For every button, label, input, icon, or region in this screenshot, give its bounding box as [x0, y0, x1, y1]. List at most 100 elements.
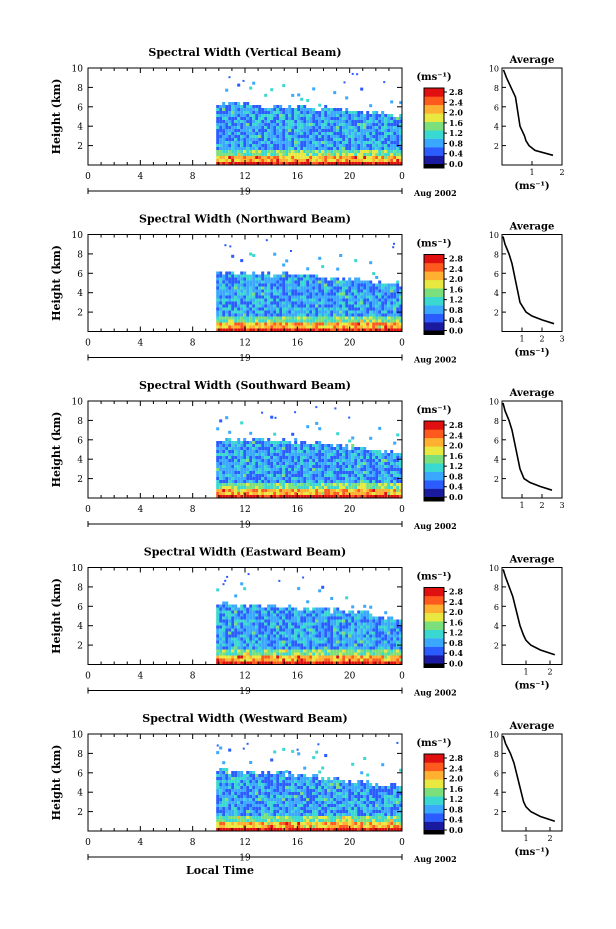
heatmap-cell	[273, 105, 277, 108]
heatmap-cell	[312, 147, 316, 150]
heatmap-cell	[342, 474, 346, 477]
heatmap-cell	[252, 274, 256, 278]
heatmap-cell	[285, 280, 289, 284]
heatmap-cell	[390, 655, 394, 659]
heatmap-cell	[315, 646, 319, 650]
heatmap-cell	[225, 283, 229, 287]
heatmap-cell	[378, 468, 382, 471]
heatmap-cell	[300, 144, 304, 147]
heatmap-cell	[312, 640, 316, 644]
heatmap-cell	[321, 322, 325, 326]
heatmap-cell	[255, 144, 259, 147]
heatmap-cell	[369, 153, 373, 156]
heatmap-cell	[276, 129, 280, 132]
heatmap-cell	[378, 135, 382, 138]
heatmap-cell	[333, 150, 337, 153]
heatmap-cell	[378, 646, 382, 650]
heatmap-cell	[357, 610, 361, 614]
heatmap-cell	[360, 319, 364, 323]
heatmap-cell	[222, 153, 226, 156]
heatmap-cell	[348, 132, 352, 135]
heatmap-cell	[390, 477, 394, 480]
x-tick-label: 4	[137, 505, 143, 515]
heatmap-cell	[318, 652, 322, 656]
heatmap-cell	[255, 138, 259, 141]
heatmap-cell	[369, 298, 373, 302]
heatmap-cell	[258, 283, 262, 287]
heatmap-cell	[390, 141, 394, 144]
heatmap-cell	[357, 450, 361, 453]
heatmap-cell	[249, 474, 253, 477]
heatmap-cell	[243, 295, 247, 299]
heatmap-cell	[246, 301, 250, 305]
heatmap-cell	[285, 477, 289, 480]
heatmap-cell	[267, 313, 271, 317]
heatmap-cell	[300, 450, 304, 453]
heatmap-cell	[228, 628, 232, 632]
heatmap-cell	[231, 289, 235, 293]
heatmap-cell	[336, 162, 340, 165]
heatmap-cell	[276, 661, 280, 665]
heatmap-cell	[300, 123, 304, 126]
heatmap-cell	[360, 310, 364, 314]
heatmap-cell	[255, 123, 259, 126]
heatmap-cell	[381, 477, 385, 480]
heatmap-cell	[291, 619, 295, 623]
heatmap-cell	[288, 447, 292, 450]
heatmap-cell	[387, 283, 391, 287]
heatmap-cell	[231, 150, 235, 153]
heatmap-cell	[312, 616, 316, 620]
average-y-tick-label: 4	[494, 123, 499, 132]
heatmap-cell	[333, 658, 337, 662]
heatmap-cell	[222, 126, 226, 129]
heatmap-cell	[288, 328, 292, 332]
heatmap-cell	[312, 286, 316, 290]
heatmap-cell	[339, 310, 343, 314]
heatmap-cell	[342, 631, 346, 635]
heatmap-cell	[306, 456, 310, 459]
heatmap-cell	[390, 637, 394, 641]
heatmap-cell	[342, 616, 346, 620]
heatmap-cell	[327, 453, 331, 456]
heatmap-cell	[312, 450, 316, 453]
heatmap-cell	[399, 150, 403, 153]
heatmap-cell	[378, 637, 382, 641]
heatmap-cell	[390, 114, 394, 117]
heatmap-cell	[357, 277, 361, 281]
heatmap-cell	[252, 658, 256, 662]
average-profile-line	[502, 402, 553, 491]
heatmap-cell	[378, 316, 382, 320]
heatmap-cell	[327, 643, 331, 647]
heatmap-cell	[294, 123, 298, 126]
heatmap-cell	[342, 129, 346, 132]
heatmap-cell	[294, 310, 298, 314]
heatmap-cell	[294, 622, 298, 626]
heatmap-cell	[336, 643, 340, 647]
heatmap-cell	[315, 607, 319, 611]
heatmap-cell	[345, 462, 349, 465]
heatmap-cell	[357, 655, 361, 659]
heatmap-cell	[318, 126, 322, 129]
heatmap-cell	[324, 144, 328, 147]
heatmap-cell	[225, 162, 229, 165]
heatmap-cell	[219, 105, 223, 108]
heatmap-cell	[255, 456, 259, 459]
heatmap-cell	[231, 649, 235, 653]
heatmap-cell	[219, 655, 223, 659]
heatmap-cell	[399, 135, 403, 138]
heatmap-cell	[291, 129, 295, 132]
heatmap-cell	[261, 462, 265, 465]
heatmap-cell	[258, 447, 262, 450]
heatmap-cell	[393, 144, 397, 147]
heatmap-cell	[384, 474, 388, 477]
heatmap-cell	[315, 625, 319, 629]
heatmap-cell	[270, 471, 274, 474]
heatmap-cell	[222, 646, 226, 650]
heatmap-cell	[303, 646, 307, 650]
heatmap-cell	[348, 129, 352, 132]
heatmap-cell	[354, 322, 358, 326]
colorbar-swatch	[424, 138, 444, 148]
heatmap-cell	[390, 462, 394, 465]
heatmap-cell	[312, 156, 316, 159]
heatmap-cell	[267, 450, 271, 453]
